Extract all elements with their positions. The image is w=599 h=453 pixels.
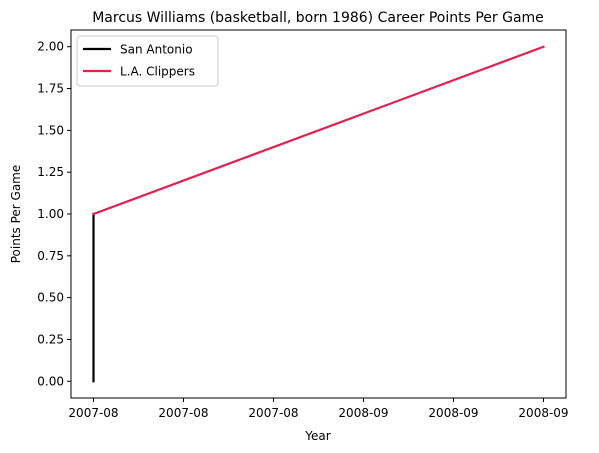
legend: San Antonio L.A. Clippers (76, 35, 219, 87)
y-tick-label: 1.00 (37, 207, 64, 221)
x-tick-label: 2008-09 (338, 406, 388, 420)
y-tick-label: 2.00 (37, 40, 64, 54)
y-tick-label: 1.50 (37, 123, 64, 137)
x-tick-label: 2007-08 (158, 406, 208, 420)
legend-label-la-clippers: L.A. Clippers (120, 65, 195, 79)
x-tick-label: 2008-09 (428, 406, 478, 420)
y-tick-label: 0.50 (37, 291, 64, 305)
y-axis: 0.00 0.25 0.50 0.75 1.00 1.25 1.50 1.75 2.00 (37, 40, 71, 388)
y-tick-label: 1.25 (37, 165, 64, 179)
y-tick-label: 0.75 (37, 249, 64, 263)
legend-box (76, 35, 219, 87)
y-tick-label: 0.25 (37, 332, 64, 346)
x-axis: 2007-08 2007-08 2007-08 2008-09 2008-09 2008-… (68, 398, 569, 420)
x-tick-label: 2008-09 (518, 406, 568, 420)
x-tick-label: 2007-08 (248, 406, 298, 420)
series-line-l-a-clippers (92, 45, 545, 216)
x-tick-label: 2007-08 (68, 406, 118, 420)
x-axis-label: Year (304, 429, 330, 443)
chart-title: Marcus Williams (basketball, born 1986) … (92, 10, 544, 26)
y-tick-label: 0.00 (37, 374, 64, 388)
y-axis-label: Points Per Game (9, 165, 23, 264)
legend-label-san-antonio: San Antonio (120, 43, 193, 57)
plot-lines (92, 45, 545, 383)
y-tick-label: 1.75 (37, 82, 64, 96)
